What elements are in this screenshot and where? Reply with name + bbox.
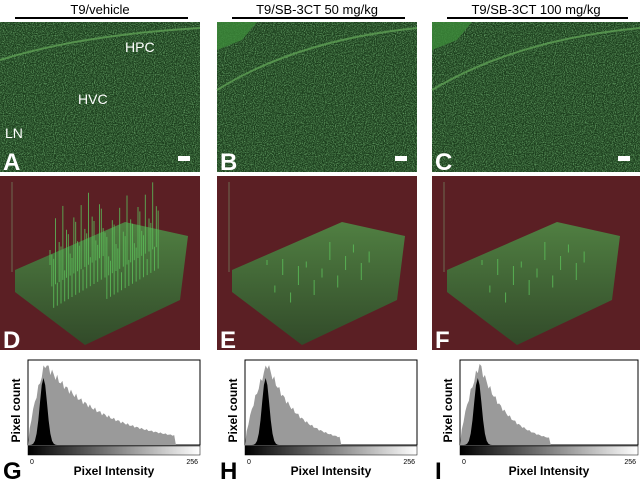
y-axis-label: Pixel count xyxy=(441,378,455,442)
bright-region xyxy=(432,22,472,50)
intensity-ramp xyxy=(27,445,201,456)
tissue-edge xyxy=(431,27,640,91)
panel-letter: C xyxy=(435,149,452,176)
scale-bar xyxy=(618,156,630,161)
micrograph-texture xyxy=(432,22,640,172)
x-tick-label: 0 xyxy=(462,459,466,466)
region-label: LN xyxy=(5,125,23,141)
bright-region xyxy=(217,22,257,50)
micrograph-texture xyxy=(217,22,417,172)
histogram-black xyxy=(245,378,417,445)
panel-letter: D xyxy=(3,327,20,354)
panel-letter: I xyxy=(435,458,442,481)
y-axis-label: Pixel count xyxy=(9,378,23,442)
region-label: HVC xyxy=(78,91,108,107)
panel-letter: G xyxy=(3,458,22,481)
x-axis-label: Pixel Intensity xyxy=(509,464,590,478)
histogram-black xyxy=(28,378,200,445)
scale-bar xyxy=(178,156,190,161)
tissue-edge xyxy=(0,27,201,61)
x-tick-label: 256 xyxy=(624,459,636,466)
panel-letter: H xyxy=(220,458,237,481)
micrograph-texture xyxy=(0,22,200,172)
panel-letter: F xyxy=(435,327,450,354)
column-title: T9/vehicle xyxy=(70,2,129,17)
histogram-gray xyxy=(28,365,200,445)
x-axis-label: Pixel Intensity xyxy=(291,464,372,478)
x-tick-label: 0 xyxy=(247,459,251,466)
intensity-ramp xyxy=(459,445,639,456)
scale-bar xyxy=(395,156,407,161)
surface xyxy=(447,222,620,345)
column-title: T9/SB-3CT 50 mg/kg xyxy=(256,2,378,17)
surface xyxy=(232,222,405,345)
region-label: HPC xyxy=(125,39,155,55)
histogram-gray xyxy=(460,364,638,445)
intensity-ramp xyxy=(244,445,418,456)
tissue-edge xyxy=(216,27,418,91)
histogram-black xyxy=(460,378,638,445)
y-axis-label: Pixel count xyxy=(226,378,240,442)
panel-letter: A xyxy=(3,149,20,176)
column-title: T9/SB-3CT 100 mg/kg xyxy=(471,2,600,17)
surface xyxy=(15,222,188,345)
histogram-gray xyxy=(245,365,417,445)
x-tick-label: 256 xyxy=(403,459,415,466)
x-tick-label: 256 xyxy=(186,459,198,466)
panel-letter: B xyxy=(220,149,237,176)
x-tick-label: 0 xyxy=(30,459,34,466)
panel-letter: E xyxy=(220,327,236,354)
x-axis-label: Pixel Intensity xyxy=(74,464,155,478)
